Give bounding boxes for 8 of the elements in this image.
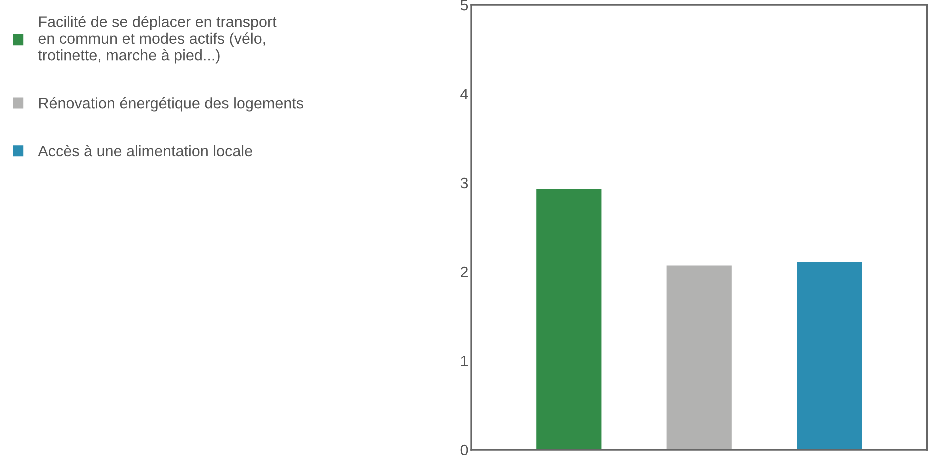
legend-label: Facilité de se déplacer en transport en commun et modes actifs (vélo, trotinette, marche à pied...) (38, 16, 277, 64)
legend-label: Accès à une alimentation locale (38, 145, 252, 157)
y-tick-label: 1 (461, 356, 468, 367)
y-tick-label: 5 (460, 0, 468, 11)
legend-label: Rénovation énergétique des logements (39, 97, 304, 112)
y-tick-label: 3 (460, 178, 468, 189)
y-tick-label: 2 (461, 266, 468, 278)
y-tick-label: 4 (460, 89, 468, 100)
